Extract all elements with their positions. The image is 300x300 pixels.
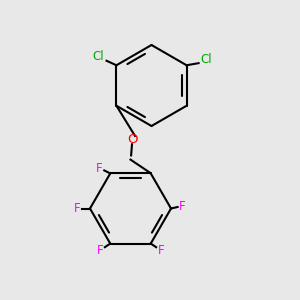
Text: F: F [74, 202, 81, 215]
Text: Cl: Cl [201, 53, 212, 66]
Text: F: F [179, 200, 186, 213]
Text: F: F [97, 244, 104, 257]
Text: O: O [127, 133, 137, 146]
Text: Cl: Cl [93, 50, 104, 63]
Text: F: F [158, 244, 164, 257]
Text: F: F [96, 162, 103, 175]
